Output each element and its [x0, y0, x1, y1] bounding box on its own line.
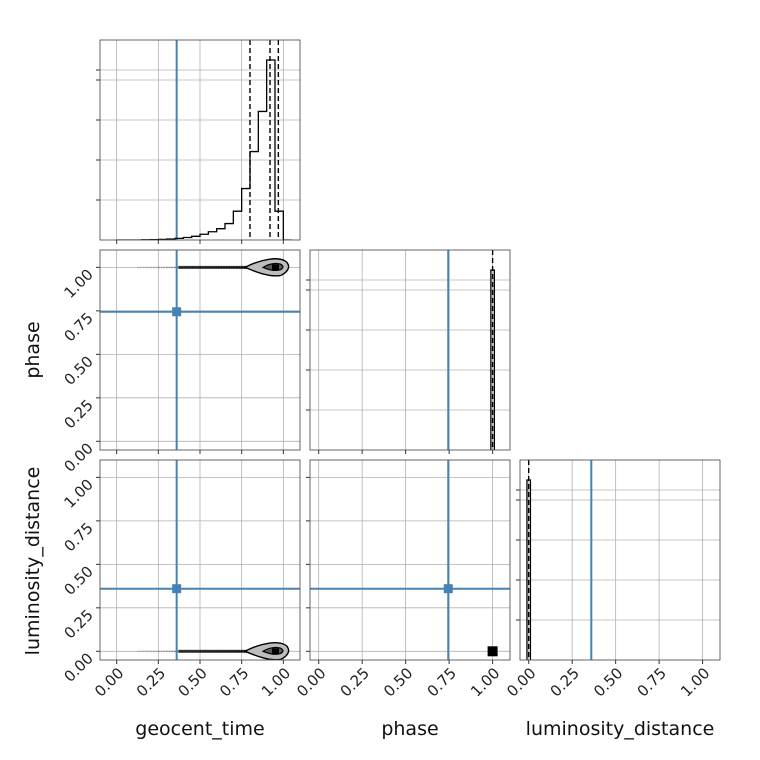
sample-point: [160, 650, 163, 653]
sample-point: [155, 266, 158, 269]
x-tick-label: 0.75: [634, 664, 670, 700]
sample-point: [150, 266, 153, 269]
histogram-geocent-time: [96, 39, 301, 244]
sample-point: [142, 650, 145, 653]
sample-point: [150, 650, 153, 653]
sample-point-cluster: [487, 646, 498, 657]
sample-point: [173, 650, 176, 653]
y-tick-label: 0.75: [60, 309, 96, 345]
x-tick-label: 0.75: [424, 664, 460, 700]
y-axis-label-luminosity-distance: luminosity_distance: [22, 467, 44, 656]
sample-point: [173, 266, 176, 269]
sample-point: [168, 266, 171, 269]
x-axis-label-geocent-time: geocent_time: [135, 718, 264, 740]
y-tick-label: 0.00: [60, 649, 96, 685]
y-tick-label: 0.75: [60, 519, 96, 555]
sample-point: [137, 266, 140, 269]
sample-point: [157, 266, 161, 269]
x-axis-label-luminosity-distance: luminosity_distance: [526, 718, 715, 740]
y-tick-label: 0.50: [60, 352, 96, 388]
sample-point: [165, 266, 168, 269]
sample-point: [152, 650, 155, 653]
x-tick-label: 0.25: [133, 664, 169, 700]
sample-point: [168, 650, 171, 653]
y-axis-label-phase: phase: [22, 321, 44, 378]
y-tick-label: 1.00: [60, 475, 96, 511]
density-phase-vs-luminosity-distance: 0.00 0.25 0.50 0.75 1.00: [293, 459, 511, 700]
x-tick-label: 0.25: [547, 664, 583, 700]
sample-point: [145, 266, 148, 269]
sample-tail: [137, 265, 260, 269]
truth-marker: [172, 307, 182, 317]
sample-point: [147, 266, 150, 269]
truth-marker: [443, 584, 453, 594]
density-peak: [272, 264, 279, 271]
sample-point: [139, 266, 143, 269]
sample-band: [178, 649, 260, 653]
x-tick-label: 0.00: [91, 664, 127, 700]
x-axis-label-phase: phase: [381, 718, 438, 740]
x-tick-label: 0.75: [216, 664, 252, 700]
panel-frame: [309, 459, 511, 661]
sample-point: [170, 266, 174, 269]
density-geocent-time-vs-luminosity-distance: 0.000.250.500.751.000.00 0.25 0.50 0.75 1.00: [60, 459, 301, 700]
sample-point: [147, 650, 150, 653]
x-tick-label: 1.00: [258, 664, 294, 700]
x-tick-label: 0.50: [590, 664, 626, 700]
sample-point: [139, 650, 143, 653]
sample-point: [157, 650, 161, 653]
density-geocent-time-vs-phase: 0.00 0.25 0.50 0.75 1.00: [60, 249, 301, 476]
x-tick-label: 1.00: [677, 664, 713, 700]
y-tick-label: 1.00: [60, 265, 96, 301]
x-tick-label: 0.00: [503, 664, 539, 700]
sample-point: [145, 650, 148, 653]
panel-frame: [309, 249, 511, 451]
sample-point: [165, 650, 168, 653]
sample-point: [163, 650, 166, 653]
sample-point: [160, 266, 163, 269]
panel-frame: [519, 459, 721, 661]
sample-point: [170, 650, 174, 653]
y-tick-label: 0.00: [60, 439, 96, 475]
density-peak: [272, 648, 279, 655]
y-tick-label: 0.25: [60, 396, 96, 432]
panels-layer: 0.00 0.25 0.50 0.75 1.000.000.250.500.751.00…: [60, 39, 721, 700]
histogram-steps-geocent-time: [116, 59, 292, 240]
x-tick-label: 0.00: [293, 664, 329, 700]
x-tick-label: 0.50: [380, 664, 416, 700]
x-tick-label: 1.00: [467, 664, 503, 700]
sample-point: [152, 266, 155, 269]
sample-point: [142, 266, 145, 269]
x-tick-label: 0.50: [174, 664, 210, 700]
sample-band: [178, 265, 260, 269]
truth-marker: [172, 584, 182, 594]
sample-point: [155, 650, 158, 653]
sample-tail: [137, 649, 260, 653]
histogram-luminosity-distance: 0.00 0.25 0.50 0.75 1.00: [503, 459, 721, 700]
sample-point: [137, 650, 140, 653]
sample-point: [163, 266, 166, 269]
y-tick-label: 0.25: [60, 606, 96, 642]
histogram-phase: [306, 249, 511, 454]
y-tick-label: 0.50: [60, 562, 96, 598]
x-tick-label: 0.25: [337, 664, 373, 700]
